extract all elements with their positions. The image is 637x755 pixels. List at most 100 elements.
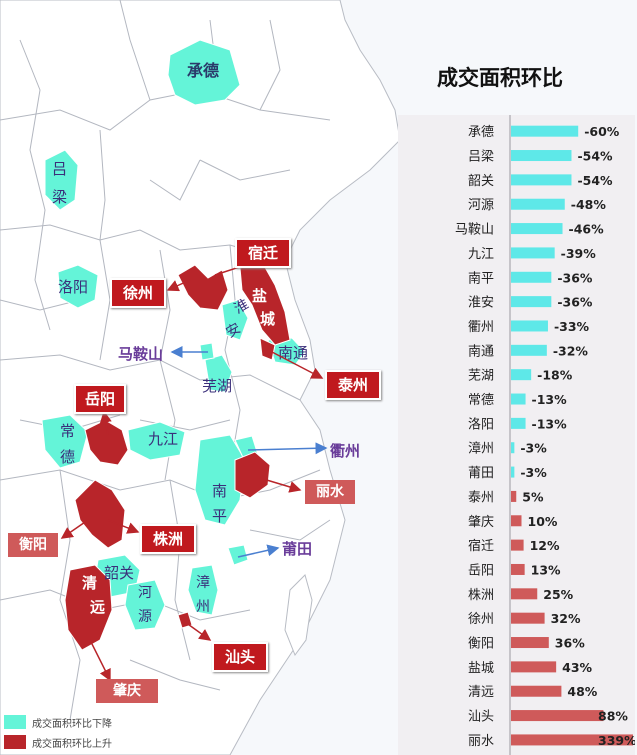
region-lishui	[234, 451, 271, 499]
bar	[511, 198, 565, 210]
region-suqian	[177, 264, 229, 311]
label-yancheng-2: 城	[260, 310, 276, 328]
category-label: 莆田	[468, 466, 494, 481]
value-label: 5%	[522, 489, 544, 504]
value-label: -3%	[520, 441, 547, 456]
bar	[511, 344, 547, 356]
region-qingyuan	[64, 564, 113, 651]
callout-lishui: 丽水	[305, 480, 355, 504]
bar	[511, 539, 524, 551]
bar-chart: 承德 -60% 吕梁 -54% 韶关 -54% 河源 -48% 马鞍山 -46% 九江 -39% 南平 -…	[455, 115, 635, 755]
chart-title: 成交面积环比	[437, 66, 563, 90]
legend-label-increase: 成交面积环比上升	[32, 738, 112, 750]
label-nanping-1: 南	[212, 482, 228, 500]
region-huaian	[221, 299, 249, 341]
region-changde	[41, 414, 89, 469]
value-label: 48%	[567, 684, 597, 699]
callout-hengyang: 衡阳	[8, 533, 58, 557]
bar	[511, 369, 532, 381]
region-nanping	[194, 434, 246, 526]
callout-taizhou: 泰州	[325, 370, 381, 400]
bar	[511, 710, 604, 722]
bar	[511, 588, 538, 600]
category-label: 常德	[468, 393, 494, 408]
value-label: -32%	[553, 343, 589, 358]
legend-swatch-decrease	[4, 715, 26, 729]
label-qingyuan-1: 清	[82, 574, 98, 592]
region-lvliang	[44, 149, 79, 211]
increase-regions	[64, 261, 291, 651]
value-label: 32%	[551, 611, 581, 626]
bar	[511, 515, 522, 527]
value-label: 88%	[598, 709, 628, 724]
value-label: -3%	[520, 465, 547, 480]
category-label: 河源	[468, 198, 494, 213]
label-heyuan-2: 源	[138, 609, 152, 625]
value-label: -33%	[554, 319, 590, 334]
bar	[511, 442, 515, 454]
label-jiujiang: 九江	[148, 430, 179, 448]
bar	[511, 174, 572, 186]
bar	[511, 320, 548, 332]
category-label: 泰州	[468, 490, 494, 505]
label-zhangzhou-1: 漳	[196, 575, 210, 591]
increase-arrows	[60, 259, 324, 682]
category-label: 马鞍山	[455, 222, 494, 238]
value-label: 13%	[531, 562, 561, 577]
category-label: 宿迁	[468, 538, 494, 554]
label-qingyuan-2: 远	[90, 598, 106, 616]
chart-panel	[398, 115, 635, 755]
province-boundaries	[0, 0, 331, 721]
decrease-regions	[41, 39, 306, 631]
bar	[511, 417, 526, 429]
callout-shantou: 汕头	[212, 642, 268, 672]
callout-maanshan: 马鞍山	[118, 345, 164, 363]
bar	[511, 637, 549, 649]
region-chengde	[167, 39, 241, 106]
legend-item-decrease: 成交面积环比下降	[4, 712, 112, 732]
value-label: 12%	[530, 538, 560, 553]
value-label: -13%	[532, 392, 568, 407]
region-wuhu	[204, 354, 233, 393]
category-label: 汕头	[468, 710, 494, 725]
label-chengde: 承德	[187, 61, 220, 80]
value-label: 339%	[598, 733, 635, 748]
category-label: 承德	[468, 125, 494, 140]
label-zhangzhou-2: 州	[196, 599, 210, 615]
value-label: -18%	[537, 368, 573, 383]
value-label: -46%	[569, 222, 605, 237]
category-label: 漳州	[468, 441, 494, 457]
category-label: 吕梁	[468, 150, 494, 165]
category-label: 芜湖	[468, 369, 494, 384]
value-label: -39%	[561, 246, 597, 261]
bar	[511, 490, 517, 502]
category-label: 淮安	[468, 296, 494, 311]
callout-yueyang: 岳阳	[74, 384, 126, 414]
value-label: -48%	[571, 197, 607, 212]
label-nantong: 南通	[278, 344, 309, 362]
region-zhangzhou	[187, 564, 219, 616]
region-luoyang	[57, 264, 99, 309]
bar	[511, 563, 525, 575]
bar	[511, 125, 579, 137]
label-yancheng-1: 盐	[252, 287, 268, 305]
category-label: 衢州	[468, 320, 494, 335]
legend-swatch-increase	[4, 735, 26, 749]
category-label: 肇庆	[468, 515, 494, 530]
label-wuhu: 芜湖	[202, 377, 233, 395]
callout-quzhou: 衢州	[330, 442, 361, 460]
taiwan-island	[284, 574, 313, 657]
value-label: -54%	[577, 173, 613, 188]
label-nanping-2: 平	[212, 507, 228, 525]
bar	[511, 612, 545, 624]
category-label: 清远	[468, 685, 494, 700]
category-label: 盐城	[468, 661, 494, 676]
label-heyuan-1: 河	[138, 585, 152, 601]
label-shaoguan: 韶关	[104, 564, 135, 582]
value-label: -13%	[532, 416, 568, 431]
region-heyuan	[124, 579, 166, 631]
category-label: 徐州	[468, 612, 494, 627]
callout-xuzhou: 徐州	[110, 278, 166, 308]
callout-suqian: 宿迁	[235, 238, 291, 268]
callout-zhuzhou: 株洲	[140, 524, 196, 554]
